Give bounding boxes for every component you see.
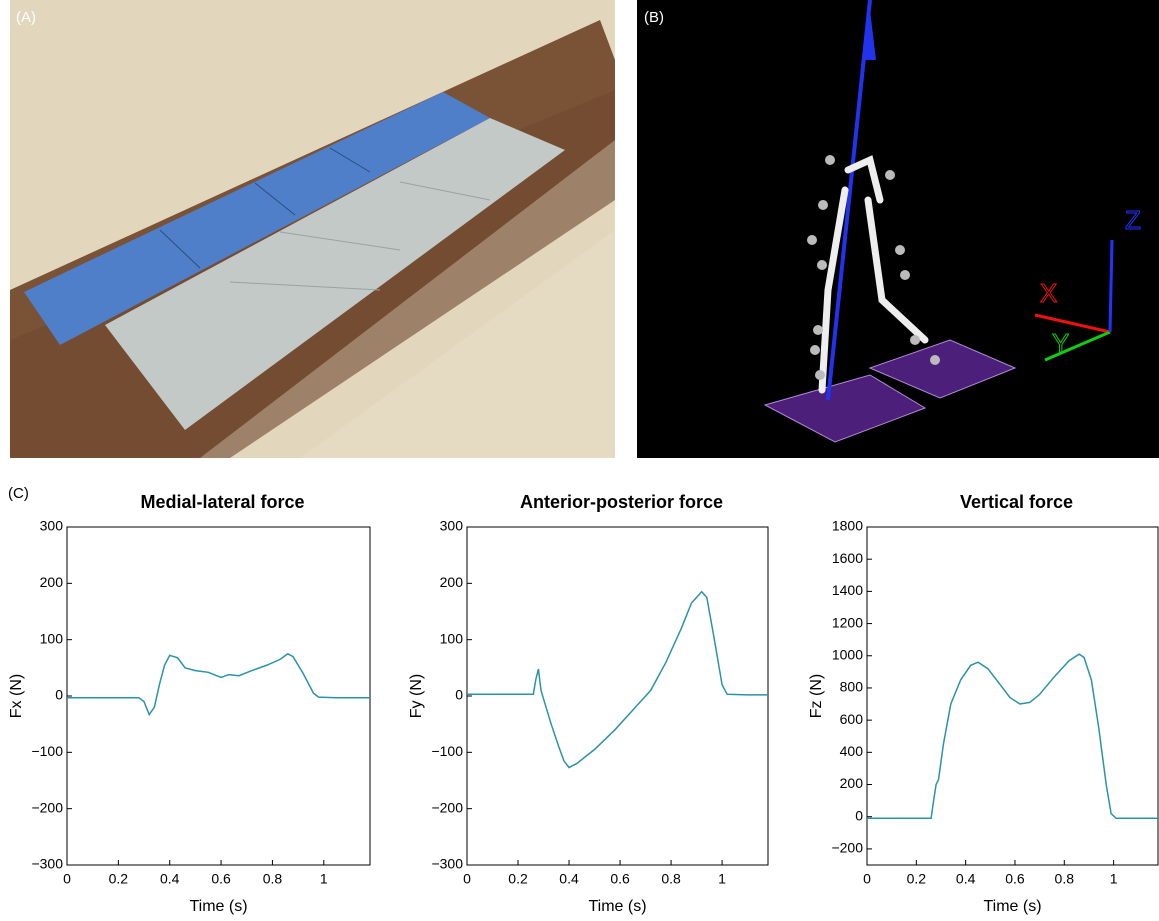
- x-axis-label: Time (s): [189, 898, 247, 915]
- y-tick-label: −200: [431, 799, 463, 815]
- plot-frame: [67, 527, 370, 865]
- x-tick-label: 1: [718, 871, 726, 887]
- x-tick-label: 0.2: [508, 871, 528, 887]
- y-tick-label: 1400: [832, 582, 863, 598]
- scene-axis-label: X: [1040, 278, 1057, 308]
- y-tick-label: 100: [40, 630, 64, 646]
- data-line: [67, 654, 370, 715]
- y-tick-label: −200: [831, 840, 863, 856]
- y-axis-label: Fz (N): [808, 674, 825, 718]
- x-tick-label: 0: [863, 871, 871, 887]
- scene-axis-label: Y: [1052, 328, 1069, 358]
- y-tick-label: 200: [440, 574, 464, 590]
- render-b: X Y Z (B): [637, 0, 1159, 458]
- x-tick-label: 0.4: [559, 871, 579, 887]
- data-line: [467, 592, 768, 768]
- y-tick-label: 0: [55, 687, 63, 703]
- y-tick-label: −300: [431, 856, 463, 872]
- panel-label: (C): [8, 485, 29, 502]
- y-tick-label: 400: [840, 743, 864, 759]
- data-line: [867, 654, 1158, 818]
- x-tick-label: 0.2: [109, 871, 129, 887]
- x-tick-label: 0.8: [1055, 871, 1075, 887]
- x-tick-label: 0.2: [907, 871, 927, 887]
- y-tick-label: 100: [440, 630, 464, 646]
- x-tick-label: 0.6: [610, 871, 630, 887]
- plot-frame: [467, 527, 768, 865]
- x-tick-label: 1: [320, 871, 328, 887]
- x-tick-label: 0.6: [1005, 871, 1025, 887]
- y-tick-label: 0: [455, 687, 463, 703]
- figure: (A) X Y Z (B) (C) Medial-lateral force Ti…: [0, 0, 1159, 921]
- x-tick-label: 0.8: [661, 871, 681, 887]
- y-tick-label: 300: [40, 518, 64, 534]
- x-tick-label: 0.6: [211, 871, 231, 887]
- scene-axis-label: Z: [1125, 205, 1141, 235]
- y-tick-label: −100: [31, 743, 63, 759]
- x-tick-label: 0.4: [160, 871, 180, 887]
- y-tick-label: 200: [840, 775, 864, 791]
- x-axis-label: Time (s): [588, 898, 646, 915]
- y-tick-label: 200: [40, 574, 64, 590]
- x-tick-label: 0.8: [263, 871, 283, 887]
- y-tick-label: −300: [31, 856, 63, 872]
- chart-title: Anterior-posterior force: [520, 492, 723, 512]
- chart-title: Vertical force: [960, 492, 1073, 512]
- panel-label: (B): [644, 9, 664, 26]
- x-tick-label: 0.4: [956, 871, 976, 887]
- y-tick-label: −100: [431, 743, 463, 759]
- y-tick-label: 300: [440, 518, 464, 534]
- x-tick-label: 1: [1110, 871, 1118, 887]
- x-tick-label: 0: [63, 871, 71, 887]
- x-tick-label: 0: [463, 871, 471, 887]
- panel-label: (A): [16, 9, 36, 26]
- chart-title: Medial-lateral force: [140, 492, 304, 512]
- x-axis-label: Time (s): [983, 898, 1041, 915]
- y-tick-label: 1200: [832, 614, 863, 630]
- y-tick-label: 0: [855, 807, 863, 823]
- y-axis-label: Fx (N): [8, 674, 25, 718]
- y-tick-label: 1800: [832, 518, 863, 534]
- y-tick-label: 600: [840, 711, 864, 727]
- y-tick-label: 1600: [832, 550, 863, 566]
- y-axis-label: Fy (N): [408, 674, 425, 718]
- y-tick-label: −200: [31, 799, 63, 815]
- y-tick-label: 800: [840, 679, 864, 695]
- y-tick-label: 1000: [832, 646, 863, 662]
- plot-frame: [867, 527, 1158, 865]
- photo-a: (A): [10, 0, 615, 458]
